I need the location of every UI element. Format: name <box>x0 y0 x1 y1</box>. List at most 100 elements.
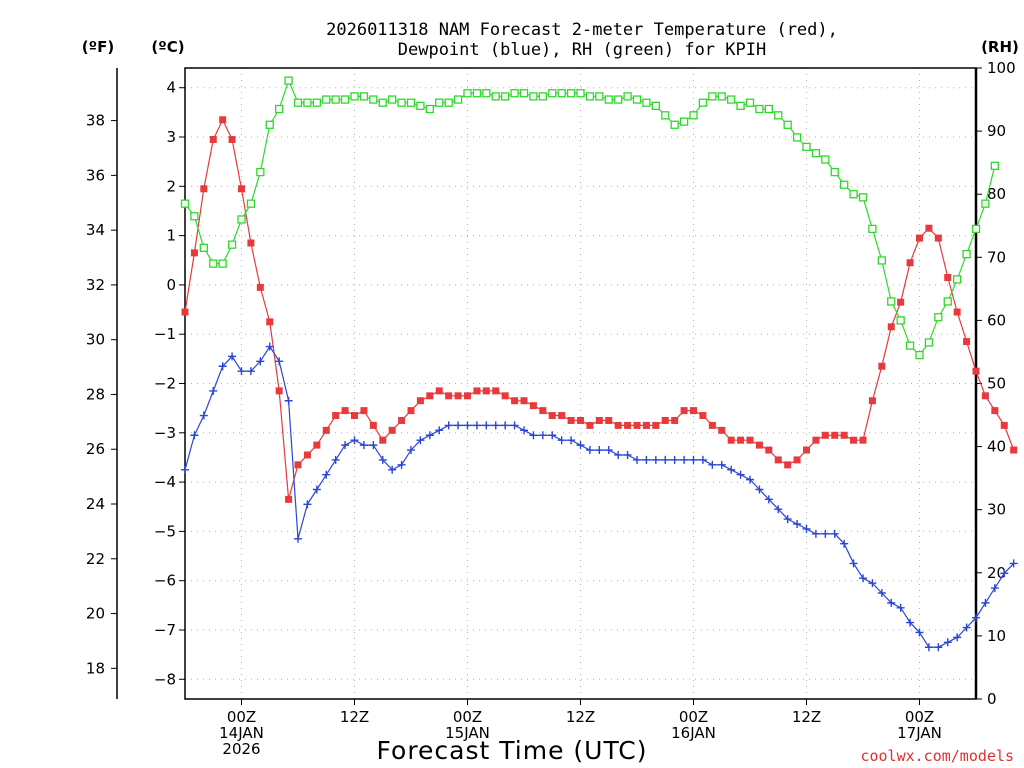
temperature-point <box>1010 446 1018 454</box>
temperature-point <box>812 436 820 444</box>
x-axis-label: Forecast Time (UTC) <box>377 736 648 765</box>
dewpoint-point <box>529 431 538 440</box>
dewpoint-point <box>849 559 858 568</box>
rh-point <box>604 95 613 104</box>
temperature-point <box>605 416 613 424</box>
temperature-point <box>727 436 735 444</box>
temperature-point <box>577 416 584 424</box>
rh-tick-label: 10 <box>987 627 1006 645</box>
dewpoint-point <box>859 574 867 583</box>
rh-point <box>340 95 350 104</box>
temperature-point <box>228 135 236 143</box>
temperature-point <box>718 426 726 434</box>
rh-point <box>388 95 397 104</box>
rh-tick-label: 60 <box>987 311 1006 329</box>
dewpoint-point <box>614 450 623 459</box>
dewpoint-point <box>868 579 877 588</box>
dewpoint-point <box>793 519 802 528</box>
rh-point <box>406 98 416 107</box>
temperature-point <box>529 402 537 410</box>
x-tick-label: 00Z <box>679 708 708 726</box>
x-tick-label: 2026 <box>222 740 260 758</box>
dewpoint-point <box>680 455 689 464</box>
temperature-point <box>586 421 594 429</box>
dewpoint-point <box>821 529 830 538</box>
rh-point <box>698 98 708 107</box>
temperature-point <box>379 436 387 444</box>
rh-point <box>849 190 858 199</box>
temperature-point <box>558 412 566 420</box>
x-tick-label: 12Z <box>340 708 369 726</box>
temperature-point <box>774 456 782 464</box>
rh-point <box>689 111 698 120</box>
rh-point <box>350 92 359 101</box>
dewpoint-point <box>303 500 312 509</box>
dewpoint-point <box>661 455 670 464</box>
temperature-point <box>925 224 933 232</box>
temperature-point <box>690 407 697 415</box>
temperature-point <box>793 456 801 464</box>
dewpoint-point <box>510 421 519 430</box>
dewpoint-point <box>783 515 792 524</box>
dewpoint-point <box>228 352 237 361</box>
rh-point <box>642 98 651 107</box>
rh-point <box>915 350 924 360</box>
rh-point <box>501 92 510 101</box>
rh-point <box>868 224 877 234</box>
dewpoint-point <box>585 446 594 455</box>
temperature-point <box>981 392 989 400</box>
temperature-point <box>219 116 227 124</box>
temperature-point <box>266 318 274 326</box>
dewpoint-point <box>670 455 679 464</box>
dewpoint-point <box>454 421 463 430</box>
rh-tick-label: 90 <box>987 122 1006 140</box>
fahrenheit-tick-label: 26 <box>86 440 105 458</box>
temperature-point <box>275 387 283 395</box>
temperature-point <box>398 416 406 424</box>
temperature-point <box>332 412 340 420</box>
rh-point <box>717 92 726 101</box>
dewpoint-point <box>181 465 189 474</box>
temperature-point <box>944 274 952 282</box>
x-tick-label: 12Z <box>566 708 595 726</box>
dewpoint-point <box>425 431 434 440</box>
temperature-point <box>708 421 716 429</box>
dewpoint-point <box>246 367 255 376</box>
temperature-point <box>200 185 208 193</box>
dewpoint-point <box>491 421 500 430</box>
rh-tick-label: 0 <box>987 690 997 708</box>
dewpoint-point <box>256 357 265 366</box>
rh-point <box>453 95 463 104</box>
x-tick-label: 12Z <box>792 708 821 726</box>
rh-point <box>736 101 745 111</box>
rh-point <box>331 95 340 104</box>
rh-point <box>322 95 331 104</box>
rh-point <box>811 149 821 158</box>
dewpoint-point <box>689 455 698 464</box>
rh-point <box>482 89 491 98</box>
dewpoint-point <box>698 455 707 464</box>
rh-point <box>284 76 293 85</box>
rh-unit-label: (RH) <box>981 38 1019 56</box>
rh-point <box>651 101 660 111</box>
fahrenheit-tick-label: 36 <box>86 166 105 184</box>
dewpoint-point <box>322 470 331 479</box>
rh-point <box>764 104 773 114</box>
dewpoint-point <box>463 421 472 430</box>
celsius-tick-label: −4 <box>154 473 176 491</box>
fahrenheit-tick-label: 34 <box>86 221 105 239</box>
temperature-point <box>737 436 745 444</box>
fahrenheit-tick-label: 38 <box>86 112 105 130</box>
rh-point <box>510 89 519 98</box>
dewpoint-point <box>265 342 274 351</box>
rh-point <box>491 92 500 101</box>
dewpoint-point <box>294 534 302 543</box>
temperature-point <box>341 407 349 415</box>
dewpoint-point <box>520 426 528 435</box>
dewpoint-point <box>548 431 557 440</box>
rh-point <box>557 89 566 98</box>
dewpoint-point <box>350 436 359 445</box>
rh-point <box>312 98 321 107</box>
temperature-point <box>294 461 302 469</box>
rh-point <box>190 212 199 221</box>
